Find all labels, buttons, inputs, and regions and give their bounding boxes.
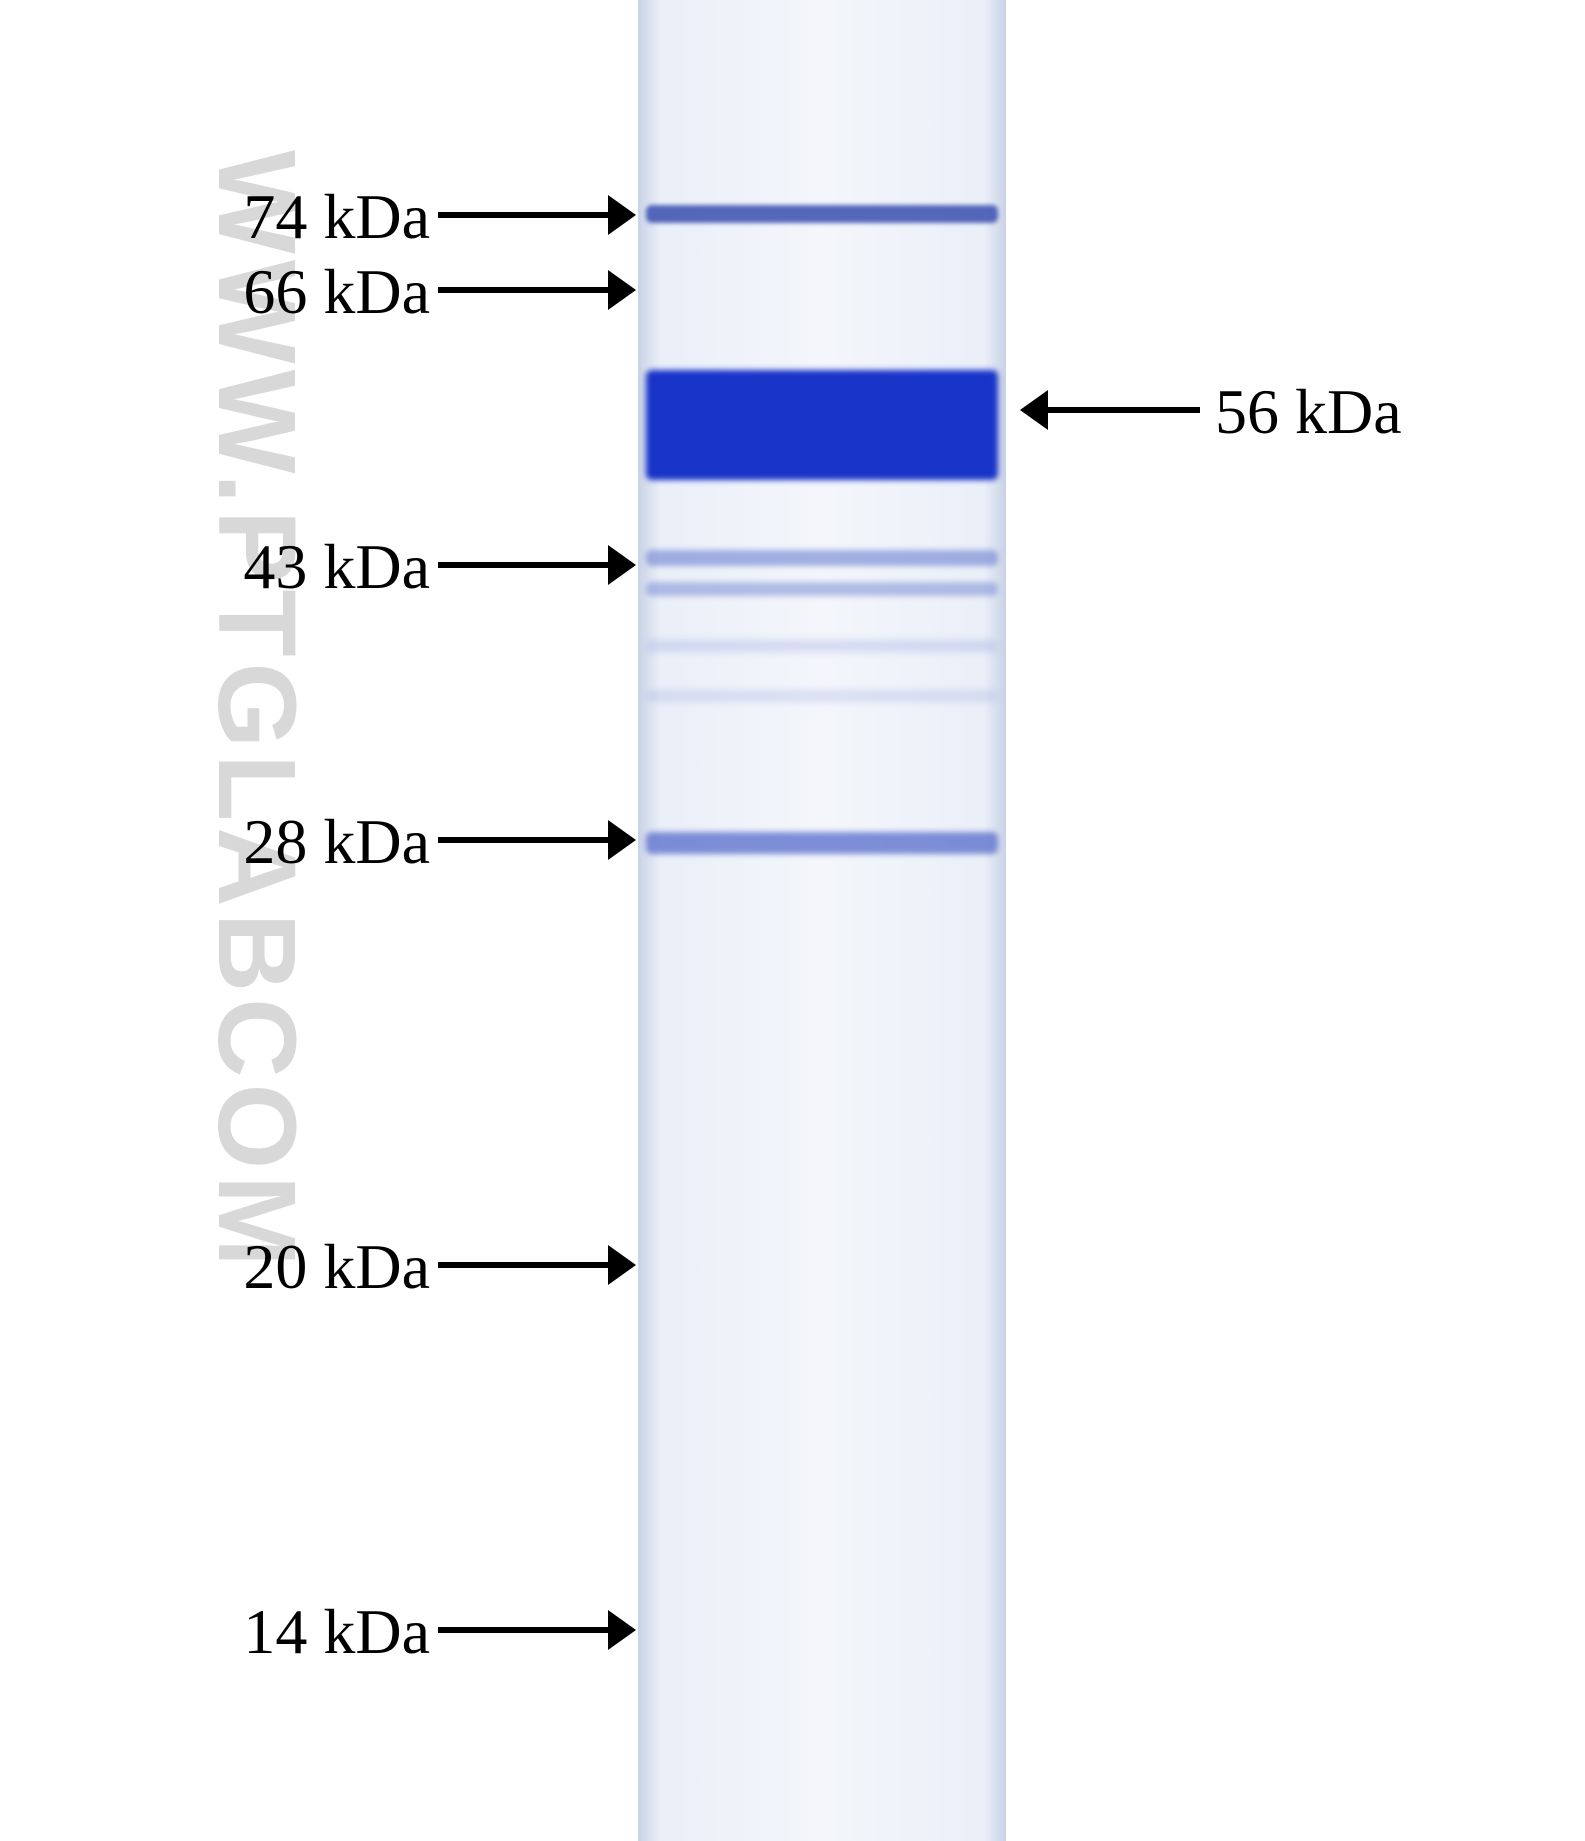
marker-left-arrow-shaft — [438, 212, 608, 218]
marker-left-arrow-head — [608, 545, 636, 585]
marker-left-arrow-head — [608, 1610, 636, 1650]
band-74 — [646, 205, 998, 223]
marker-left-label: 43 kDa — [243, 530, 430, 604]
band-faint1 — [646, 640, 998, 652]
marker-left-label: 28 kDa — [243, 805, 430, 879]
marker-left-label: 66 kDa — [243, 255, 430, 329]
gel-figure: WWW.PTGLABCOM 74 kDa66 kDa43 kDa28 kDa20… — [0, 0, 1585, 1841]
marker-left-arrow-head — [608, 195, 636, 235]
marker-left-arrow-shaft — [438, 837, 608, 843]
band-56-main — [646, 370, 998, 480]
marker-right-arrow-shaft — [1048, 407, 1200, 413]
marker-left-arrow-shaft — [438, 562, 608, 568]
marker-left-arrow-shaft — [438, 287, 608, 293]
band-28 — [646, 832, 998, 854]
marker-left-label: 14 kDa — [243, 1595, 430, 1669]
marker-left-arrow-head — [608, 820, 636, 860]
marker-left-arrow-shaft — [438, 1262, 608, 1268]
marker-left-arrow-shaft — [438, 1627, 608, 1633]
marker-left-label: 20 kDa — [243, 1230, 430, 1304]
band-43a — [646, 550, 998, 566]
marker-right-label: 56 kDa — [1215, 375, 1402, 449]
marker-right-arrow-head — [1020, 390, 1048, 430]
band-faint2 — [646, 690, 998, 702]
marker-left-arrow-head — [608, 270, 636, 310]
marker-left-label: 74 kDa — [243, 180, 430, 254]
gel-lane — [638, 0, 1006, 1841]
marker-left-arrow-head — [608, 1245, 636, 1285]
band-43b — [646, 582, 998, 596]
